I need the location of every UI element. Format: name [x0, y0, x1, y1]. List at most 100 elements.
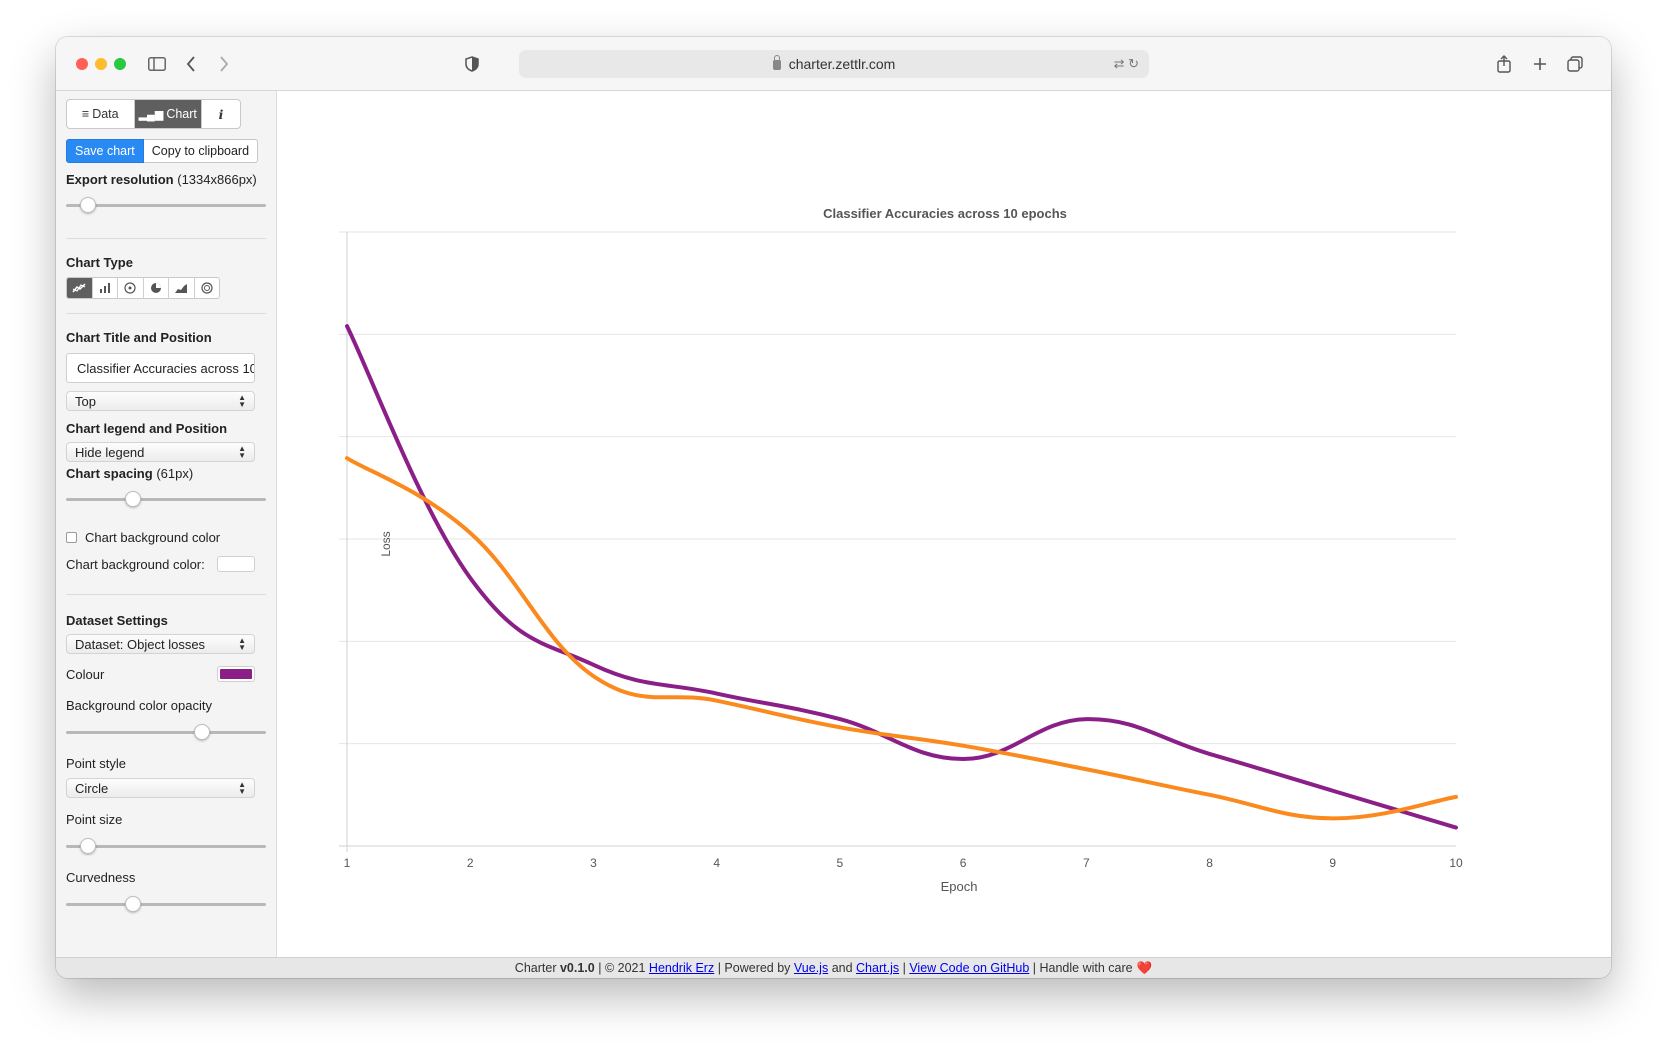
- opacity-slider[interactable]: [66, 723, 266, 741]
- browser-window: charter.zettlr.com ⇄ ↻ ≡ Data ▂▄▆ Chart i …: [56, 37, 1611, 978]
- slider-thumb[interactable]: [124, 896, 141, 912]
- legend-position-select[interactable]: Hide legend ▲ ▼: [66, 442, 255, 462]
- browser-titlebar: charter.zettlr.com ⇄ ↻: [56, 37, 1611, 91]
- bar-chart-icon: ▂▄▆: [138, 108, 164, 121]
- new-tab-icon[interactable]: [1527, 51, 1553, 77]
- chart-gridlines: [339, 231, 1456, 852]
- dataset-value: Dataset: Object losses: [75, 636, 206, 652]
- tab-data[interactable]: ≡ Data: [67, 100, 135, 128]
- slider-thumb[interactable]: [194, 724, 211, 740]
- select-arrows-icon: ▲ ▼: [238, 393, 246, 409]
- divider: [66, 238, 266, 239]
- area-chart-icon[interactable]: [169, 278, 195, 298]
- chart-canvas-area: Classifier Accuracies across 10 epochs 1…: [277, 91, 1611, 957]
- title-position-select[interactable]: Top ▲ ▼: [66, 391, 255, 411]
- sidebar-toggle-icon[interactable]: [144, 51, 170, 77]
- footer-version: v0.1.0: [559, 961, 595, 975]
- author-link[interactable]: Hendrik Erz: [648, 961, 715, 975]
- back-icon[interactable]: [178, 51, 204, 77]
- dataset-select[interactable]: Dataset: Object losses ▲ ▼: [66, 634, 255, 654]
- opacity-label: Background color opacity: [66, 698, 212, 713]
- tab-overview-icon[interactable]: [1562, 51, 1588, 77]
- legend-section-label: Chart legend and Position: [66, 421, 228, 436]
- chartjs-link[interactable]: Chart.js: [856, 961, 900, 975]
- export-resolution-value: (1334x866px): [177, 172, 257, 187]
- point-size-label: Point size: [66, 812, 123, 827]
- maximize-window-button[interactable]: [114, 58, 126, 70]
- y-axis-label: Loss: [379, 531, 393, 556]
- tab-chart[interactable]: ▂▄▆ Chart: [134, 100, 202, 128]
- polar-chart-icon[interactable]: [195, 278, 220, 298]
- x-tick-label: 5: [837, 856, 844, 870]
- save-chart-button[interactable]: Save chart: [66, 139, 144, 163]
- share-icon[interactable]: [1491, 51, 1517, 77]
- chart-bg-color-picker[interactable]: [217, 556, 255, 572]
- select-arrows-icon: ▲ ▼: [238, 780, 246, 796]
- divider: [66, 594, 266, 595]
- github-link[interactable]: View Code on GitHub: [909, 961, 1030, 975]
- point-style-label: Point style: [66, 756, 126, 771]
- x-tick-label: 10: [1449, 856, 1463, 870]
- footer-app-name: Charter: [514, 961, 557, 975]
- sidebar-tabs: ≡ Data ▂▄▆ Chart i: [66, 99, 241, 129]
- dataset-settings-label: Dataset Settings: [66, 613, 168, 628]
- translate-icon[interactable]: ⇄ ↻: [1113, 56, 1139, 71]
- pie-chart-icon[interactable]: [144, 278, 169, 298]
- tab-data-label: Data: [92, 107, 119, 121]
- x-tick-label: 3: [590, 856, 597, 870]
- chart-type-selector: [66, 277, 220, 299]
- chart-series: [345, 324, 1458, 830]
- export-resolution-label: Export resolution: [66, 172, 174, 187]
- chart-bg-color-label: Chart background color:: [66, 556, 205, 572]
- minimize-window-button[interactable]: [95, 58, 107, 70]
- x-tick-label: 2: [467, 856, 474, 870]
- curvedness-label: Curvedness: [66, 870, 136, 885]
- x-tick-label: 6: [960, 856, 967, 870]
- point-size-slider[interactable]: [66, 837, 266, 855]
- slider-thumb[interactable]: [124, 491, 141, 507]
- chart-type-label: Chart Type: [66, 255, 133, 270]
- x-axis-ticks: 1 2 3 4 5 6 7 8 9 10: [344, 856, 1463, 870]
- x-tick-label: 9: [1329, 856, 1336, 870]
- chart-spacing-slider[interactable]: [66, 490, 266, 508]
- x-axis-label: Epoch: [941, 879, 978, 894]
- privacy-shield-icon[interactable]: [459, 51, 485, 77]
- radar-chart-icon[interactable]: [118, 278, 144, 298]
- chart-spacing-value: (61px): [156, 466, 194, 481]
- x-tick-label: 4: [713, 856, 720, 870]
- chart-bg-checkbox[interactable]: [66, 532, 77, 543]
- database-icon: ≡: [81, 107, 90, 121]
- x-tick-label: 8: [1206, 856, 1213, 870]
- url-text: charter.zettlr.com: [788, 56, 896, 72]
- dataset-color-picker[interactable]: [217, 666, 255, 682]
- colour-label: Colour: [66, 666, 105, 682]
- bar-chart-type-icon[interactable]: [93, 278, 118, 298]
- settings-sidebar: ≡ Data ▂▄▆ Chart i Save chart Copy to clip…: [56, 91, 277, 957]
- close-window-button[interactable]: [76, 58, 88, 70]
- footer-and: and: [831, 961, 853, 975]
- address-bar[interactable]: charter.zettlr.com ⇄ ↻: [519, 50, 1149, 78]
- chart-title-input[interactable]: Classifier Accuracies across 10 epochs: [66, 353, 255, 383]
- info-icon: i: [218, 106, 224, 122]
- copy-to-clipboard-button[interactable]: Copy to clipboard: [143, 139, 259, 163]
- point-style-select[interactable]: Circle ▲ ▼: [66, 778, 255, 798]
- vue-link[interactable]: Vue.js: [793, 961, 829, 975]
- x-tick-label: 7: [1083, 856, 1090, 870]
- select-arrows-icon: ▲ ▼: [238, 444, 246, 460]
- tab-info[interactable]: i: [202, 100, 240, 128]
- dataset-color-swatch: [220, 669, 252, 679]
- divider: [66, 313, 266, 314]
- forward-icon[interactable]: [211, 51, 237, 77]
- slider-thumb[interactable]: [79, 197, 96, 213]
- chart-spacing-label: Chart spacing: [66, 466, 153, 481]
- legend-value: Hide legend: [75, 444, 145, 460]
- chart-bg-checkbox-label: Chart background color: [85, 530, 221, 545]
- line-chart-icon[interactable]: [67, 278, 93, 298]
- slider-thumb[interactable]: [79, 838, 96, 854]
- series-line: [345, 456, 1458, 821]
- title-position-value: Top: [75, 393, 96, 409]
- lock-icon: [772, 55, 781, 70]
- export-resolution-slider[interactable]: [66, 196, 266, 214]
- curvedness-slider[interactable]: [66, 895, 266, 913]
- select-arrows-icon: ▲ ▼: [238, 636, 246, 652]
